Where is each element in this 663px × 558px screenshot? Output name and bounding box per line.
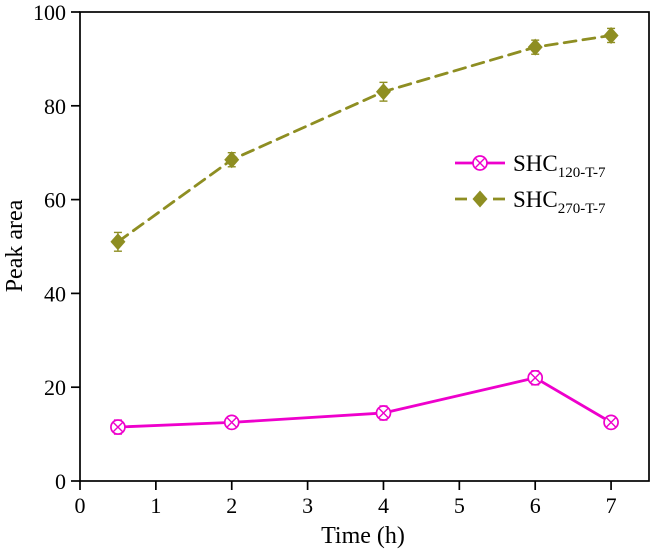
legend-entry-SHC-120-T-7: SHC120-T-7 <box>455 151 606 181</box>
diamond-marker-icon <box>472 190 488 208</box>
series-SHC-120-T-7 <box>110 369 619 435</box>
circle-x-marker-icon <box>527 369 544 386</box>
legend-label: SHC270-T-7 <box>513 187 606 217</box>
x-tick-label-2: 2 <box>226 493 237 518</box>
x-axis-label: Time (h) <box>321 523 405 549</box>
y-tick-label-3: 60 <box>44 188 66 213</box>
legend-entry-SHC-270-T-7: SHC270-T-7 <box>455 187 606 217</box>
x-tick-label-1: 1 <box>150 493 161 518</box>
x-tick-label-7: 7 <box>606 493 617 518</box>
y-tick-label-0: 0 <box>55 469 66 494</box>
y-tick-label-1: 20 <box>44 375 66 400</box>
y-tick-label-5: 100 <box>33 0 66 25</box>
diamond-marker-icon <box>375 83 391 101</box>
legend: SHC120-T-7 SHC270-T-7 <box>455 151 606 217</box>
diamond-marker-icon <box>224 151 240 169</box>
x-tick-label-3: 3 <box>302 493 313 518</box>
y-tick-label-2: 40 <box>44 281 66 306</box>
x-tick-label-5: 5 <box>454 493 465 518</box>
series-SHC-270-T-7 <box>110 26 619 252</box>
x-tick-label-0: 0 <box>75 493 86 518</box>
y-tick-label-4: 80 <box>44 94 66 119</box>
circle-x-marker-icon <box>110 419 126 435</box>
y-axis-label: Peak area <box>2 199 28 292</box>
diamond-marker-icon <box>527 38 543 56</box>
diamond-marker-icon <box>603 26 619 44</box>
circle-x-marker-icon <box>375 405 392 421</box>
circle-x-marker-icon <box>472 155 488 171</box>
x-tick-label-4: 4 <box>378 493 389 518</box>
circle-x-marker-icon <box>603 414 619 431</box>
x-tick-label-6: 6 <box>530 493 541 518</box>
axis-frame <box>79 11 650 482</box>
circle-x-marker-icon <box>223 414 240 431</box>
legend-label: SHC120-T-7 <box>513 151 606 181</box>
diamond-marker-icon <box>110 233 126 251</box>
